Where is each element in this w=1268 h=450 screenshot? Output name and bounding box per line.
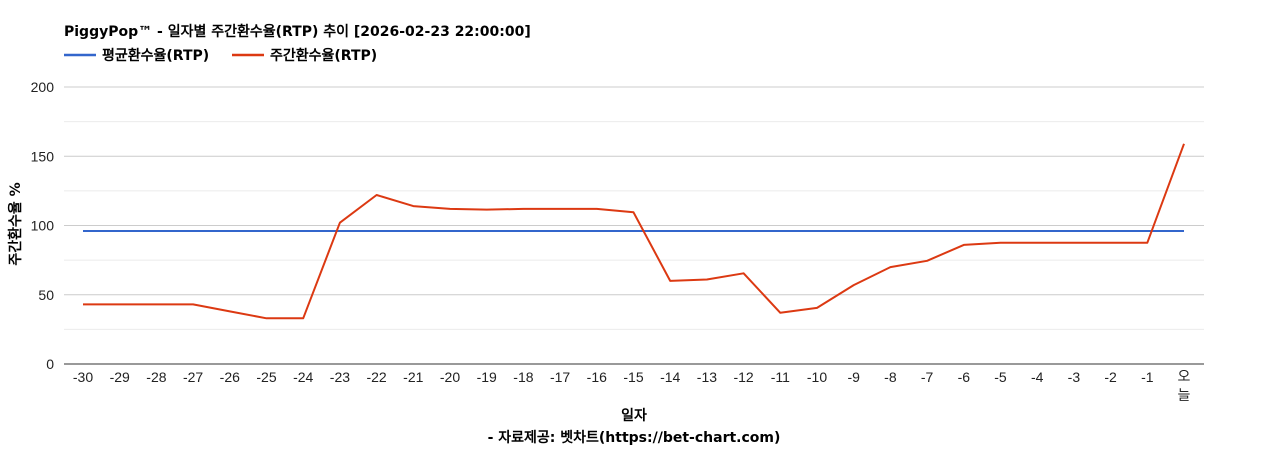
x-tick-label: -10 <box>807 369 827 385</box>
x-tick-label: -29 <box>110 369 130 385</box>
x-tick-label: -18 <box>513 369 533 385</box>
x-tick-label: -2 <box>1104 369 1117 385</box>
source-credit: - 자료제공: 벳차트(https://bet-chart.com) <box>488 429 781 446</box>
x-tick-label: -20 <box>440 369 460 385</box>
x-tick-label: -1 <box>1141 369 1154 385</box>
x-tick-label: -3 <box>1068 369 1081 385</box>
gridlines <box>64 86 1204 365</box>
x-axis-ticks: -30 -29 -28 -27 -26 -25 -24 -23 -22 -21 -20 -19 -18 -… <box>73 368 1191 403</box>
y-tick-label: 100 <box>31 218 55 234</box>
x-tick-label: -9 <box>847 369 860 385</box>
x-tick-label: -26 <box>220 369 240 385</box>
x-tick-label: -28 <box>146 369 166 385</box>
x-tick-label: -5 <box>994 369 1007 385</box>
x-tick-label: -11 <box>771 369 790 385</box>
x-tick-label: -6 <box>958 369 971 385</box>
x-tick-label: -15 <box>623 369 643 385</box>
x-tick-label: -16 <box>587 369 607 385</box>
y-tick-label: 50 <box>38 287 54 303</box>
x-tick-label: -25 <box>256 369 276 385</box>
x-tick-label: -7 <box>921 369 934 385</box>
x-tick-label: -14 <box>660 369 680 385</box>
legend: 평균환수율(RTP) 주간환수율(RTP) <box>64 47 377 64</box>
x-tick-label: -23 <box>330 369 350 385</box>
series-lines <box>83 143 1185 320</box>
x-tick-label: -17 <box>550 369 570 385</box>
x-tick-label: -12 <box>733 369 753 385</box>
x-tick-label: -19 <box>477 369 497 385</box>
x-tick-label: -21 <box>403 369 423 385</box>
x-tick-label: -30 <box>73 369 93 385</box>
x-tick-label: -22 <box>366 369 386 385</box>
series-line-weekly-rtp <box>83 143 1185 320</box>
x-tick-label: -13 <box>697 369 717 385</box>
y-tick-label: 200 <box>31 79 55 95</box>
y-tick-label: 150 <box>31 148 55 164</box>
legend-label-average: 평균환수율(RTP) <box>102 47 209 64</box>
legend-label-weekly: 주간환수율(RTP) <box>270 47 377 64</box>
x-tick-label: -24 <box>293 369 313 385</box>
y-axis-ticks: 0 50 100 150 200 <box>31 79 55 372</box>
y-axis-title: 주간환수율 % <box>7 182 24 265</box>
x-axis-title: 일자 <box>621 408 647 424</box>
x-tick-label: -8 <box>884 369 897 385</box>
x-tick-label: -4 <box>1031 369 1044 385</box>
x-tick-label: -27 <box>183 369 203 385</box>
y-tick-label: 0 <box>46 356 54 372</box>
chart-title: PiggyPop™ - 일자별 주간환수율(RTP) 추이 [2026-02-2… <box>64 23 531 40</box>
